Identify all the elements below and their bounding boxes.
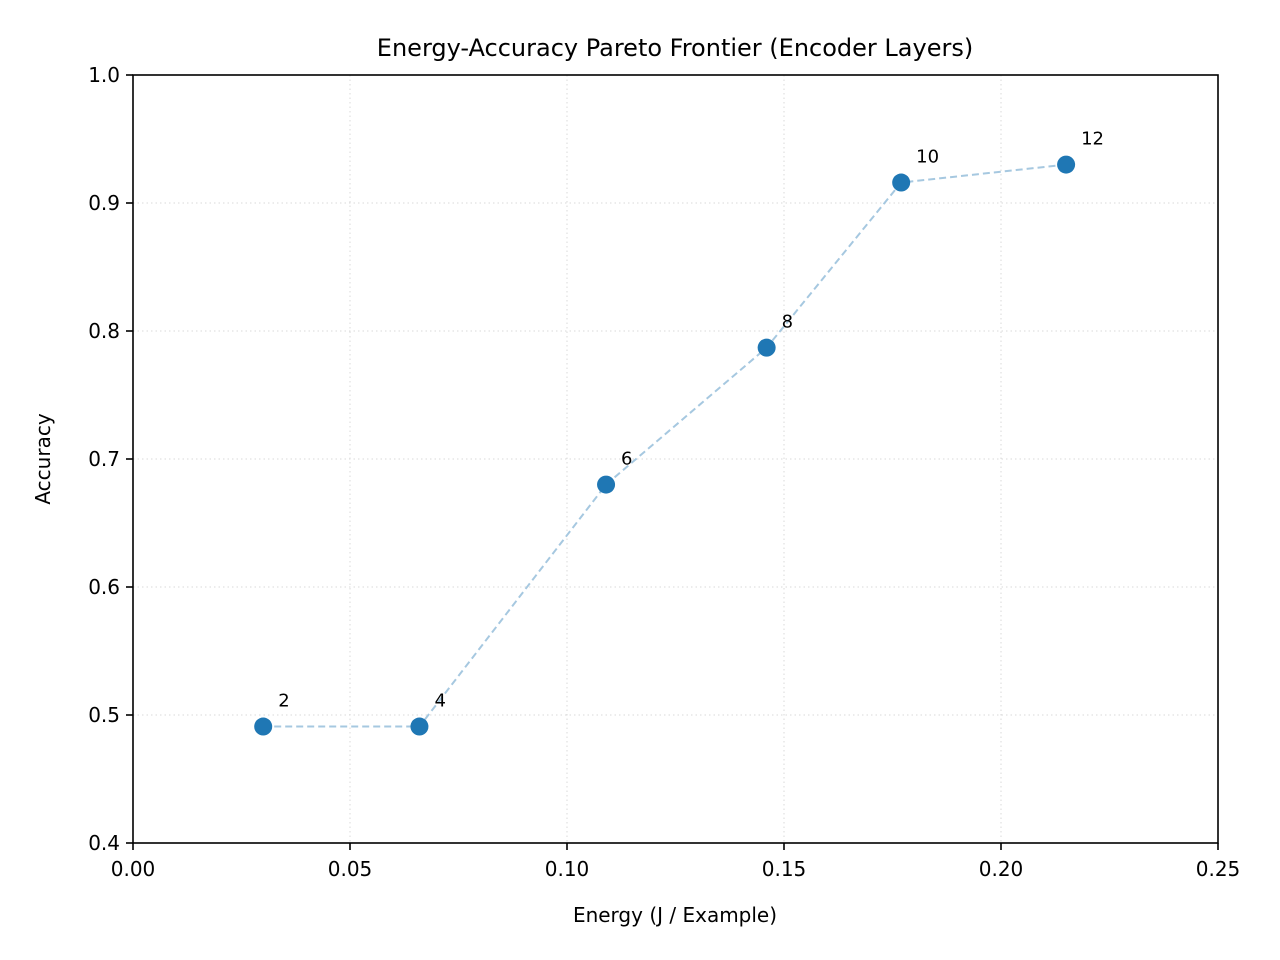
x-tick-label: 0.20 bbox=[979, 857, 1024, 881]
y-tick-label: 0.9 bbox=[88, 191, 120, 215]
data-point-label: 12 bbox=[1081, 129, 1104, 150]
data-points: 2 4 6 8 10 12 bbox=[254, 129, 1104, 736]
y-tick-label: 0.5 bbox=[88, 703, 120, 727]
data-point-label: 10 bbox=[916, 147, 939, 168]
x-tick-label: 0.15 bbox=[762, 857, 807, 881]
data-point-marker bbox=[597, 475, 616, 494]
x-tick-label: 0.10 bbox=[545, 857, 590, 881]
x-axis-ticks: 0.00 0.05 0.10 0.15 0.20 0.25 bbox=[111, 843, 1241, 881]
data-point-marker bbox=[757, 338, 776, 357]
chart-title: Energy-Accuracy Pareto Frontier (Encoder… bbox=[377, 34, 973, 62]
data-point-marker bbox=[1057, 155, 1076, 174]
data-point-marker bbox=[254, 717, 273, 736]
y-axis-ticks: 0.4 0.5 0.6 0.7 0.8 0.9 1.0 bbox=[88, 63, 133, 855]
x-tick-label: 0.05 bbox=[328, 857, 373, 881]
y-tick-label: 0.8 bbox=[88, 319, 120, 343]
data-point-label: 2 bbox=[278, 691, 289, 712]
data-point-label: 4 bbox=[434, 691, 445, 712]
x-axis-label: Energy (J / Example) bbox=[573, 903, 777, 927]
y-tick-label: 0.4 bbox=[88, 831, 120, 855]
y-tick-label: 0.6 bbox=[88, 575, 120, 599]
y-tick-label: 0.7 bbox=[88, 447, 120, 471]
y-axis-label: Accuracy bbox=[31, 413, 55, 504]
x-tick-label: 0.00 bbox=[111, 857, 156, 881]
series-line bbox=[263, 163, 1067, 728]
data-point-marker bbox=[892, 173, 911, 192]
data-point-label: 6 bbox=[621, 449, 632, 470]
grid-lines bbox=[132, 74, 1219, 844]
data-point-label: 8 bbox=[782, 312, 793, 333]
frontier-path bbox=[263, 163, 1067, 728]
y-tick-label: 1.0 bbox=[88, 63, 120, 87]
x-tick-label: 0.25 bbox=[1196, 857, 1241, 881]
data-point-marker bbox=[410, 717, 429, 736]
